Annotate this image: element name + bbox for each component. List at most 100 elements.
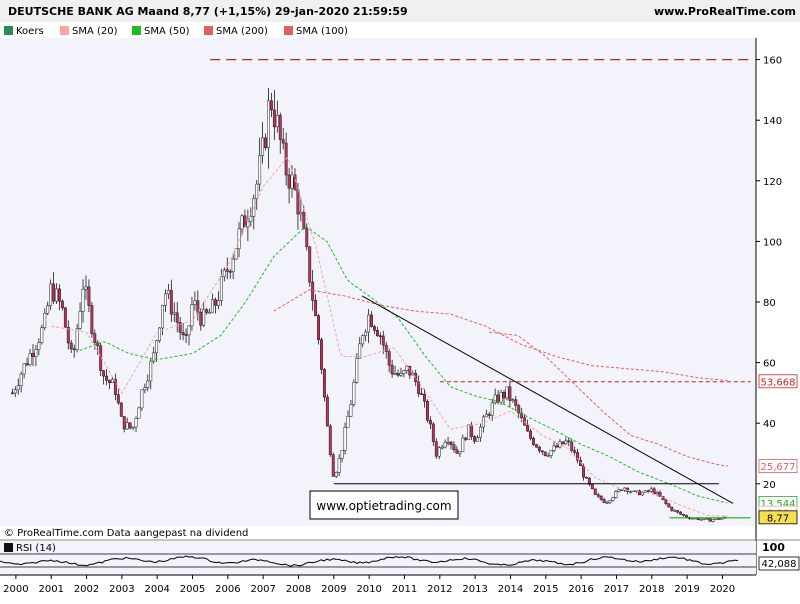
- candle-body: [564, 440, 568, 445]
- candle-body: [520, 412, 524, 418]
- candle-body: [128, 422, 132, 429]
- candle-body: [561, 441, 565, 445]
- sma-100-line: [273, 289, 728, 382]
- candle-body: [105, 375, 109, 381]
- x-tick-label: 2015: [533, 584, 558, 595]
- y-axis-ticks: 20 40 60 80 100 120 140 160: [756, 56, 782, 491]
- candle-body: [402, 370, 406, 374]
- x-tick-label: 2010: [356, 584, 381, 595]
- candle-body: [208, 311, 212, 314]
- candle-body: [408, 365, 412, 376]
- candle-body: [390, 364, 394, 375]
- candle-body: [184, 334, 188, 337]
- candle-body: [399, 373, 403, 376]
- candle-body: [676, 510, 680, 513]
- candle-body: [526, 425, 530, 432]
- candle-body: [343, 427, 347, 451]
- legend-item: SMA (100): [296, 26, 348, 37]
- candle-body: [93, 333, 97, 343]
- candle-body: [476, 437, 479, 442]
- candle-body: [125, 422, 129, 430]
- candle-body: [302, 212, 306, 229]
- value-label: 13,544: [761, 499, 796, 510]
- candle-body: [414, 373, 418, 383]
- y-tick-label: 120: [763, 177, 782, 188]
- candle-body: [287, 174, 291, 189]
- candle-body: [137, 407, 141, 419]
- candle-body: [537, 446, 541, 452]
- rsi-axis-label: 100: [762, 541, 785, 554]
- candle-body: [43, 313, 47, 328]
- candle-body: [96, 342, 100, 347]
- candle-body: [440, 446, 444, 449]
- candle-body: [649, 488, 653, 492]
- rsi-panel[interactable]: [0, 541, 756, 575]
- candle-body: [219, 276, 223, 301]
- y-tick-label: 140: [763, 116, 782, 127]
- x-axis-panel: [0, 575, 800, 600]
- candle-body: [222, 269, 226, 277]
- x-tick-label: 2005: [180, 584, 205, 595]
- candle-body: [337, 458, 341, 473]
- candle-body: [225, 269, 229, 272]
- legend-item: SMA (20): [72, 26, 118, 37]
- candle-body: [355, 358, 359, 383]
- candle-body: [267, 100, 270, 148]
- candle-body: [340, 450, 344, 459]
- x-tick-label: 2002: [74, 584, 99, 595]
- candle-body: [461, 437, 465, 452]
- legend-swatch: [60, 26, 69, 35]
- candle-body: [10, 392, 14, 395]
- x-tick-label: 2020: [710, 584, 735, 595]
- candle-body: [637, 490, 641, 496]
- candle-body: [387, 351, 391, 366]
- candle-body: [646, 490, 650, 492]
- legend-swatch: [4, 26, 13, 35]
- candle-body: [108, 380, 111, 383]
- x-tick-label: 2014: [498, 584, 523, 595]
- plot-area[interactable]: [0, 38, 756, 526]
- candle-body: [46, 305, 50, 314]
- candle-body: [149, 360, 153, 382]
- candle-body: [187, 325, 191, 336]
- candle-body: [264, 137, 267, 148]
- candle-body: [334, 472, 338, 477]
- y-tick-label: 40: [763, 419, 776, 430]
- candle-body: [166, 290, 170, 295]
- candle-body: [122, 416, 126, 430]
- candle-body: [393, 373, 397, 375]
- candle-body: [708, 518, 712, 522]
- candle-body: [111, 378, 114, 383]
- value-label: 53,668: [761, 377, 796, 388]
- candle-body: [546, 455, 550, 457]
- candle-body: [426, 401, 429, 421]
- candle-body: [529, 430, 532, 439]
- candle-body: [534, 444, 538, 448]
- candle-body: [272, 109, 276, 128]
- candle-body: [78, 311, 82, 329]
- rsi-icon: [4, 543, 13, 552]
- candle-body: [396, 373, 400, 376]
- candle-body: [81, 288, 85, 312]
- candle-body: [582, 465, 585, 478]
- site-name: www.ProRealTime.com: [654, 5, 796, 18]
- candle-body: [411, 373, 415, 376]
- legend-swatch: [284, 26, 293, 35]
- candle-body: [34, 349, 38, 357]
- candle-body: [152, 352, 156, 362]
- candle-body: [490, 402, 494, 416]
- candle-body: [511, 399, 515, 401]
- candle-body: [349, 404, 353, 417]
- candle-body: [40, 327, 44, 343]
- candle-body: [72, 348, 76, 351]
- candle-body: [584, 476, 588, 479]
- candle-body: [131, 426, 135, 429]
- candle-body: [158, 327, 162, 341]
- x-tick-label: 2004: [144, 584, 169, 595]
- candle-body: [352, 382, 356, 405]
- rsi-value: 42,088: [762, 559, 797, 570]
- candle-body: [464, 437, 468, 440]
- candle-body: [570, 441, 574, 451]
- candle-body: [655, 492, 659, 495]
